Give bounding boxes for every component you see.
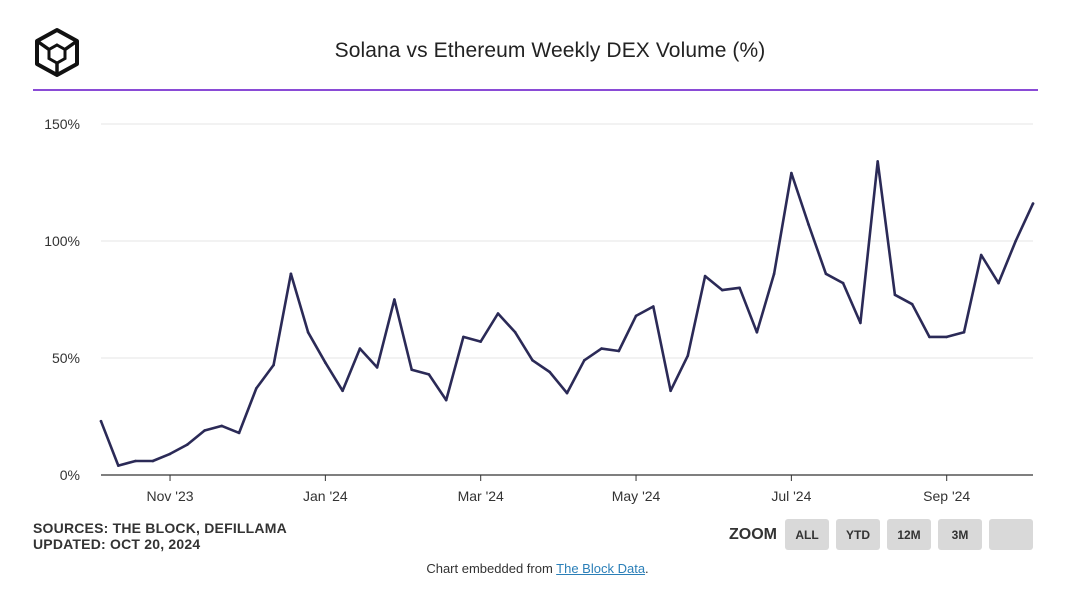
embed-footer: Chart embedded from The Block Data.: [0, 561, 1075, 576]
data-point: [686, 354, 690, 358]
data-point: [790, 171, 793, 175]
data-point: [324, 361, 327, 365]
data-point: [341, 389, 344, 393]
data-point: [1014, 239, 1017, 243]
zoom-all-button[interactable]: ALL: [785, 519, 829, 550]
data-point: [306, 331, 310, 334]
zoom-custom-button[interactable]: [989, 519, 1033, 550]
data-point: [859, 321, 862, 325]
title-divider: [33, 89, 1038, 91]
updated-text: UPDATED: OCT 20, 2024: [33, 536, 201, 552]
data-point: [462, 335, 465, 339]
data-point: [151, 459, 155, 463]
the-block-data-link[interactable]: The Block Data: [556, 561, 646, 576]
data-point: [358, 347, 362, 350]
data-point: [237, 431, 241, 435]
x-tick-label: Nov '23: [147, 488, 194, 504]
data-point: [220, 424, 224, 428]
x-tick-label: May '24: [612, 488, 661, 504]
zoom-label: ZOOM: [729, 526, 777, 543]
data-point: [617, 349, 621, 353]
x-tick-label: Jul '24: [771, 488, 811, 504]
data-point: [186, 443, 189, 446]
data-point: [427, 373, 431, 376]
data-point: [203, 429, 206, 432]
y-tick-label: 0%: [60, 467, 80, 483]
data-point: [272, 363, 275, 367]
y-tick-label: 50%: [52, 350, 80, 366]
data-point: [393, 298, 396, 301]
x-tick-label: Jan '24: [303, 488, 348, 504]
data-point: [807, 223, 810, 226]
data-point: [755, 331, 759, 334]
data-point: [703, 274, 707, 278]
data-point: [531, 359, 534, 362]
data-point: [962, 331, 966, 334]
data-point: [289, 272, 293, 276]
footer-prefix: Chart embedded from: [426, 561, 557, 576]
data-point: [634, 314, 638, 318]
data-point: [565, 391, 569, 395]
data-point: [99, 419, 103, 423]
data-point: [548, 370, 551, 374]
data-point: [876, 160, 879, 163]
data-point: [997, 281, 1000, 285]
data-point: [1031, 202, 1035, 205]
data-point: [721, 288, 724, 292]
data-point: [841, 281, 845, 285]
data-point: [600, 347, 603, 350]
data-point: [496, 312, 500, 315]
data-point: [824, 272, 828, 276]
data-point: [893, 293, 897, 297]
sources-note: SOURCES: THE BLOCK, DEFILLAMA UPDATED: O…: [33, 520, 287, 552]
zoom-3m-button[interactable]: 3M: [938, 519, 982, 550]
y-tick-label: 150%: [44, 116, 80, 132]
data-point: [375, 366, 379, 369]
series-line: [99, 160, 1035, 467]
sources-text: SOURCES: THE BLOCK, DEFILLAMA: [33, 520, 287, 536]
data-point: [738, 286, 741, 290]
data-point: [410, 368, 414, 372]
footer-suffix: .: [645, 561, 649, 576]
chart-title: Solana vs Ethereum Weekly DEX Volume (%): [334, 39, 766, 62]
data-point: [979, 253, 983, 257]
data-point: [583, 359, 586, 362]
the-block-logo-icon: [35, 28, 79, 77]
data-point: [910, 302, 914, 306]
zoom-ytd-button[interactable]: YTD: [836, 519, 880, 550]
data-point: [652, 305, 655, 308]
x-tick-label: Sep '24: [923, 488, 970, 504]
data-point: [479, 340, 483, 343]
data-point: [945, 335, 948, 339]
data-point: [134, 459, 137, 463]
data-point: [772, 272, 776, 276]
data-point: [254, 387, 258, 390]
y-tick-label: 100%: [44, 233, 80, 249]
x-tick-label: Mar '24: [458, 488, 504, 504]
data-point: [928, 335, 931, 339]
data-point: [168, 452, 172, 456]
zoom-12m-button[interactable]: 12M: [887, 519, 931, 550]
data-point: [444, 398, 448, 402]
data-point: [669, 389, 672, 393]
data-point: [513, 331, 517, 334]
data-point: [117, 464, 120, 467]
